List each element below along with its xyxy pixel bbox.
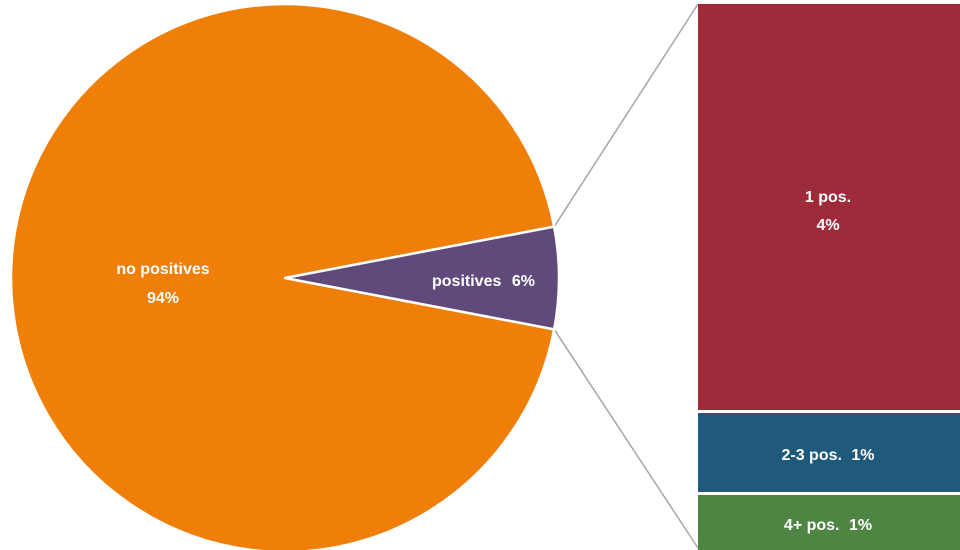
slice-label-no-positives: no positives <box>116 261 209 278</box>
bar-segment-1-pos <box>698 4 960 410</box>
bar-value-2-3-pos: 1% <box>851 447 874 464</box>
bar-label-2-3-pos-name: 2-3 pos. <box>781 447 841 464</box>
bar-value-1-pos: 4% <box>816 217 839 234</box>
slice-value-positives: 6% <box>512 273 535 290</box>
bar-segment-4plus-pos <box>698 495 960 550</box>
slice-label-positives: positives 6% <box>432 273 535 290</box>
bar-segment-2-3-pos <box>698 413 960 492</box>
bar-label-4plus-pos-name: 4+ pos. <box>784 517 840 534</box>
connector-line-top <box>553 3 699 228</box>
bar-label-2-3-pos: 2-3 pos. 1% <box>781 447 874 464</box>
pie-slice-no-positives <box>9 2 556 550</box>
bar-label-4plus-pos: 4+ pos. 1% <box>784 517 872 534</box>
slice-value-no-positives: 94% <box>147 290 179 307</box>
bar-value-4plus-pos: 1% <box>849 517 872 534</box>
pie-slice-positives <box>283 225 561 331</box>
connector-line-bottom <box>553 328 699 549</box>
bar-label-1-pos: 1 pos. <box>805 189 851 206</box>
slice-label-positives-name: positives <box>432 273 501 290</box>
